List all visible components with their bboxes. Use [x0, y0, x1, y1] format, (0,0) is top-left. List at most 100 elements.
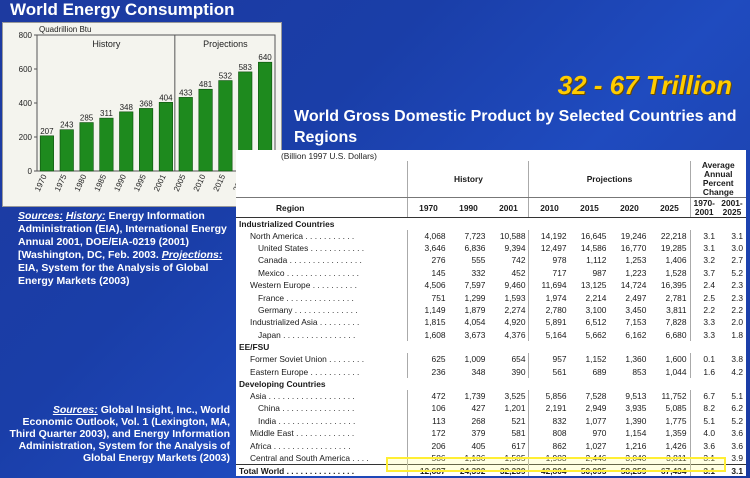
bar — [158, 102, 173, 172]
x-tick-label: 1985 — [93, 173, 109, 193]
data-label: 640 — [258, 53, 272, 62]
cell-value: 427 — [471, 403, 486, 414]
cell-value: 1,974 — [528, 291, 570, 304]
cell-value: 3,450 — [625, 305, 647, 316]
projections-label: Projections: — [161, 249, 223, 261]
cell-value: 379 — [471, 428, 486, 439]
sources-history-projections: Sources: History: Energy Information Adm… — [18, 210, 228, 288]
cell-value: 405 — [471, 440, 486, 451]
cell-value: 12,497 — [528, 241, 570, 255]
history-source-text: Energy Information Administration (EIA),… — [18, 210, 227, 261]
region-name: Germany . . . . . . . . . . . . . . — [258, 305, 358, 316]
cell-value: 7,153 — [625, 317, 647, 328]
header-group-projections: Projections — [528, 161, 690, 198]
cell-value: 1,739 — [464, 390, 486, 401]
cell-value: 2.2 — [689, 303, 718, 317]
table-row: Mexico . . . . . . . . . . . . . . . . 14… — [236, 266, 746, 280]
cell-value: 206 — [407, 439, 449, 452]
cell-value: 6,162 — [625, 329, 647, 340]
data-label: 368 — [139, 99, 153, 108]
x-tick-label: 1995 — [132, 173, 148, 193]
header-group-change: Average Annual Percent Change — [689, 161, 746, 198]
section-row: Developing Countries — [236, 378, 746, 390]
cell-value: 1,299 — [464, 292, 486, 303]
cell-value: 10,588 — [499, 230, 526, 241]
table-row: North America . . . . . . . . . . . 4,068… — [236, 229, 746, 242]
data-label: 311 — [100, 109, 113, 118]
cell-value: 1,027 — [585, 440, 607, 451]
cell-value: 3.7 — [689, 266, 718, 280]
cell-value: 5,662 — [585, 329, 607, 340]
cell-value: 16,770 — [620, 243, 647, 254]
cell-value: 2.3 — [731, 280, 743, 291]
cell-value: 3.1 — [731, 230, 743, 241]
cell-value: 2,191 — [528, 402, 570, 415]
cell-value: 1,390 — [625, 415, 647, 426]
cell-value: 2.0 — [731, 317, 743, 328]
cell-value: 3.8 — [731, 354, 743, 365]
y-tick-label: 0 — [28, 167, 33, 176]
cell-value: 1.6 — [689, 365, 718, 378]
cell-value: 5,856 — [528, 389, 570, 403]
x-tick-label: 1990 — [112, 173, 128, 193]
cell-value: 853 — [632, 366, 647, 377]
cell-value: 808 — [528, 426, 570, 440]
cell-value: 6.2 — [731, 403, 743, 414]
cell-value: 22,218 — [660, 230, 687, 241]
x-tick-label: 1980 — [73, 173, 89, 193]
cell-value: 0.1 — [689, 353, 718, 366]
cell-value: 1,600 — [665, 354, 687, 365]
y-axis-label: Quadrillion Btu — [39, 25, 91, 34]
cell-value: 970 — [592, 428, 607, 439]
cell-value: 3,646 — [407, 241, 449, 255]
cell-value: 6.7 — [689, 389, 718, 403]
cell-value: 4.2 — [731, 366, 743, 377]
cell-value: 19,246 — [620, 230, 647, 241]
region-name: Canada . . . . . . . . . . . . . . . . — [258, 255, 362, 266]
table-row: Eastern Europe . . . . . . . . . . . 236 3… — [236, 365, 746, 378]
header-group-history: History — [407, 161, 529, 198]
cell-value: 3,100 — [585, 305, 607, 316]
cell-value: 1,879 — [464, 305, 486, 316]
x-tick-label: 1970 — [33, 173, 49, 193]
cell-value: 113 — [407, 414, 449, 427]
section-label-projections: Projections — [203, 39, 248, 49]
cell-value: 1,359 — [665, 428, 687, 439]
cell-value: 5.1 — [689, 414, 718, 427]
header-col-5: 2020 — [609, 197, 650, 218]
header-col-8: 2001-2025 — [718, 197, 746, 218]
cell-value: 5,891 — [528, 316, 570, 329]
cell-value: 145 — [407, 266, 449, 280]
bar — [59, 129, 74, 172]
sources-label: Sources: — [18, 210, 63, 222]
header-spacer — [236, 161, 408, 198]
data-label: 285 — [80, 114, 94, 123]
cell-value: 3.9 — [731, 452, 743, 463]
x-tick-label: 2001 — [152, 173, 168, 193]
energy-bar-chart: Quadrillion Btu 0 200 400 600 800 History Proje… — [19, 25, 276, 193]
cell-value: 14,724 — [620, 280, 647, 291]
cell-value: 452 — [511, 267, 526, 278]
cell-value: 268 — [471, 415, 486, 426]
y-tick-label: 200 — [19, 133, 33, 142]
y-tick-label: 600 — [19, 65, 33, 74]
cell-value: 1,009 — [464, 354, 486, 365]
cell-value: 2,780 — [528, 303, 570, 317]
cell-value: 2,497 — [625, 292, 647, 303]
total-world-highlight — [386, 457, 726, 472]
cell-value: 5,085 — [665, 403, 687, 414]
region-name: India . . . . . . . . . . . . . . . . . — [258, 415, 356, 426]
cell-value: 348 — [471, 366, 486, 377]
y-tick-label: 800 — [19, 31, 33, 40]
bar — [178, 97, 193, 172]
region-name: Middle East . . . . . . . . . . . . . — [250, 428, 355, 439]
x-tick-label: 1975 — [53, 173, 69, 193]
table-row: China . . . . . . . . . . . . . . . . 106… — [236, 402, 746, 415]
cell-value: 742 — [511, 255, 526, 266]
region-name: Total World . . . . . . . . . . . . . . … — [236, 463, 408, 476]
gdp-title: World Gross Domestic Product by Selected… — [294, 108, 737, 146]
cell-value: 2.3 — [731, 292, 743, 303]
cell-value: 7,597 — [464, 280, 486, 291]
data-label: 207 — [40, 127, 54, 136]
cell-value: 8.2 — [689, 402, 718, 415]
